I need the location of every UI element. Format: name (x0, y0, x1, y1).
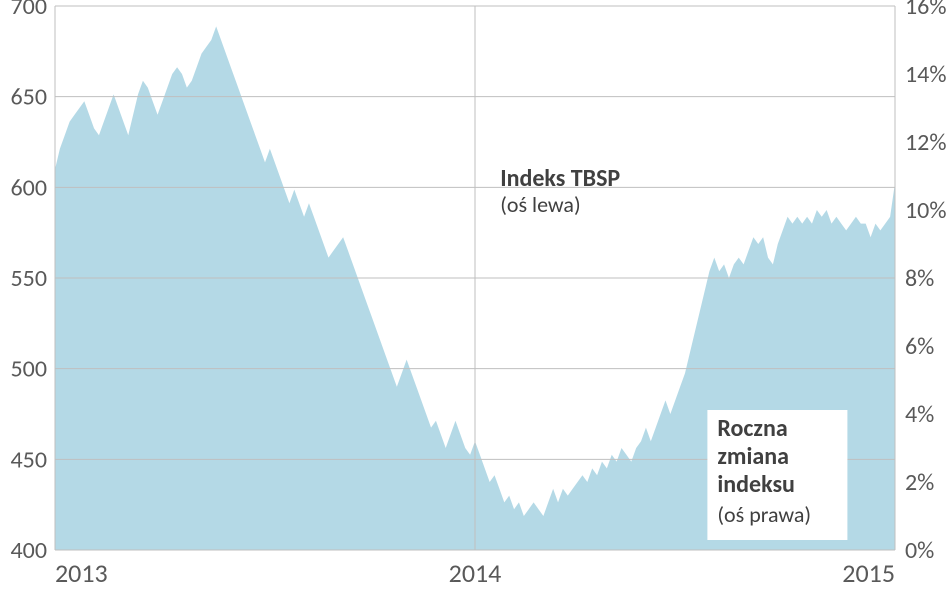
annotation-subtitle: (oś prawa) (717, 501, 811, 528)
chart-container: 400 450 500 550 600 650 700 0% 2% 4% 6% 8% 10% 12% 14%… (0, 0, 948, 593)
y-left-tick-label: 500 (11, 355, 48, 384)
y-right-tick-label: 0% (905, 536, 934, 565)
y-left-tick-label: 650 (11, 83, 48, 112)
x-axis-year-label: 2013 (55, 557, 108, 589)
y-right-tick-label: 4% (905, 400, 934, 429)
y-left-tick-label: 450 (11, 445, 48, 474)
y-right-tick-label: 2% (905, 468, 934, 497)
y-right-tick-label: 16% (905, 0, 946, 21)
y-right-tick-label: 6% (905, 332, 934, 361)
y-left-tick-label: 400 (11, 536, 48, 565)
annotation-area-label: Rocznazmianaindeksu(oś prawa) (707, 410, 847, 540)
y-right-tick-label: 14% (905, 60, 946, 89)
x-axis-year-label: 2015 (842, 557, 895, 589)
y-right-tick-label: 8% (905, 264, 934, 293)
dual-axis-chart: 400 450 500 550 600 650 700 0% 2% 4% 6% 8% 10% 12% 14%… (0, 0, 948, 593)
annotation-title: indeksu (717, 470, 795, 499)
annotation-title: Roczna (717, 414, 787, 443)
y-right-tick-label: 10% (905, 196, 946, 225)
annotation-title: zmiana (717, 442, 789, 471)
annotation-subtitle: (oś lewa) (500, 191, 580, 218)
y-left-tick-label: 700 (11, 0, 48, 21)
y-right-tick-label: 12% (905, 128, 946, 157)
y-left-tick-label: 600 (11, 173, 48, 202)
x-axis-year-label: 2014 (449, 557, 502, 589)
annotation-title: Indeks TBSP (500, 164, 620, 193)
y-left-tick-label: 550 (11, 264, 48, 293)
